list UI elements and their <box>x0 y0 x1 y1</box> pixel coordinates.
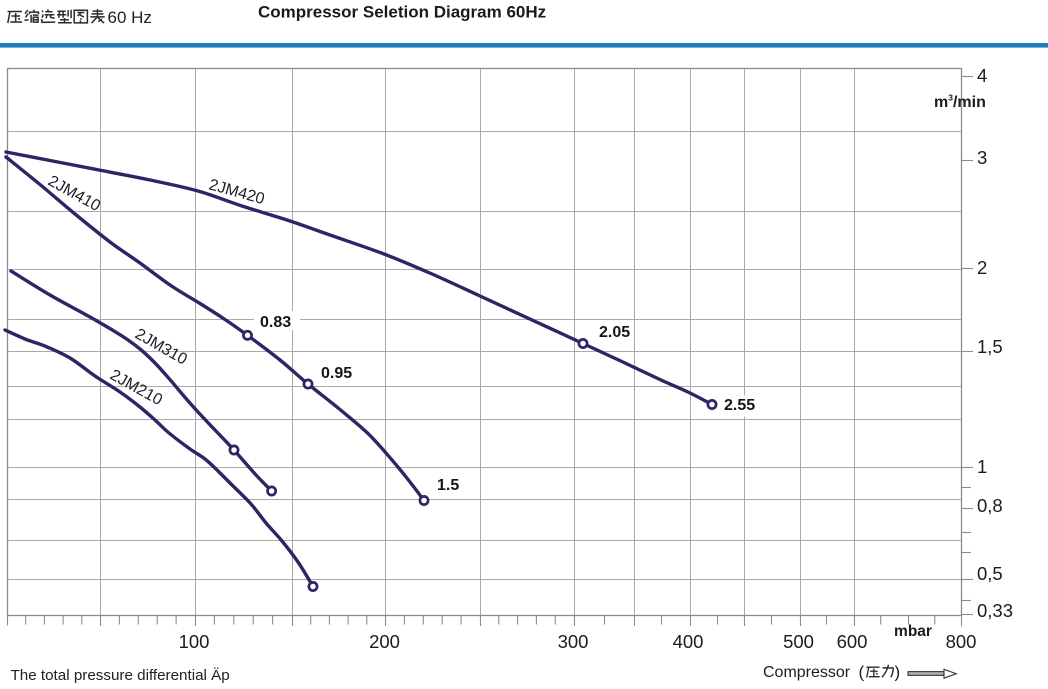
svg-text:0,8: 0,8 <box>977 495 1003 516</box>
svg-text:0,33: 0,33 <box>977 600 1013 621</box>
svg-text:1.5: 1.5 <box>437 477 459 494</box>
svg-text:2.05: 2.05 <box>599 324 630 341</box>
svg-text:500: 500 <box>783 631 814 652</box>
svg-text:Compressor: Compressor <box>763 664 851 681</box>
svg-text:800: 800 <box>946 631 977 652</box>
svg-text:300: 300 <box>558 631 589 652</box>
svg-text:400: 400 <box>673 631 704 652</box>
svg-text:0.95: 0.95 <box>321 365 352 382</box>
svg-text:The total pressure differentia: The total pressure differential Äp <box>11 667 230 684</box>
svg-text:4: 4 <box>977 65 987 86</box>
svg-text:(: ( <box>859 663 865 682</box>
svg-text:60 Hz: 60 Hz <box>108 8 152 27</box>
svg-text:2.55: 2.55 <box>724 397 755 414</box>
svg-text:Compressor Seletion Diagram 60: Compressor Seletion Diagram 60Hz <box>258 3 546 22</box>
svg-text:2JM310: 2JM310 <box>132 326 190 369</box>
svg-text:0,5: 0,5 <box>977 563 1003 584</box>
svg-text:600: 600 <box>837 631 868 652</box>
svg-text:100: 100 <box>179 631 210 652</box>
svg-text:0.83: 0.83 <box>260 314 291 331</box>
svg-text:): ) <box>895 663 901 682</box>
svg-text:200: 200 <box>369 631 400 652</box>
svg-text:3: 3 <box>977 147 987 168</box>
svg-text:mbar: mbar <box>894 623 932 640</box>
svg-text:m3/min: m3/min <box>934 93 986 112</box>
svg-text:1,5: 1,5 <box>977 336 1003 357</box>
svg-text:1: 1 <box>977 456 987 477</box>
svg-text:2: 2 <box>977 257 987 278</box>
